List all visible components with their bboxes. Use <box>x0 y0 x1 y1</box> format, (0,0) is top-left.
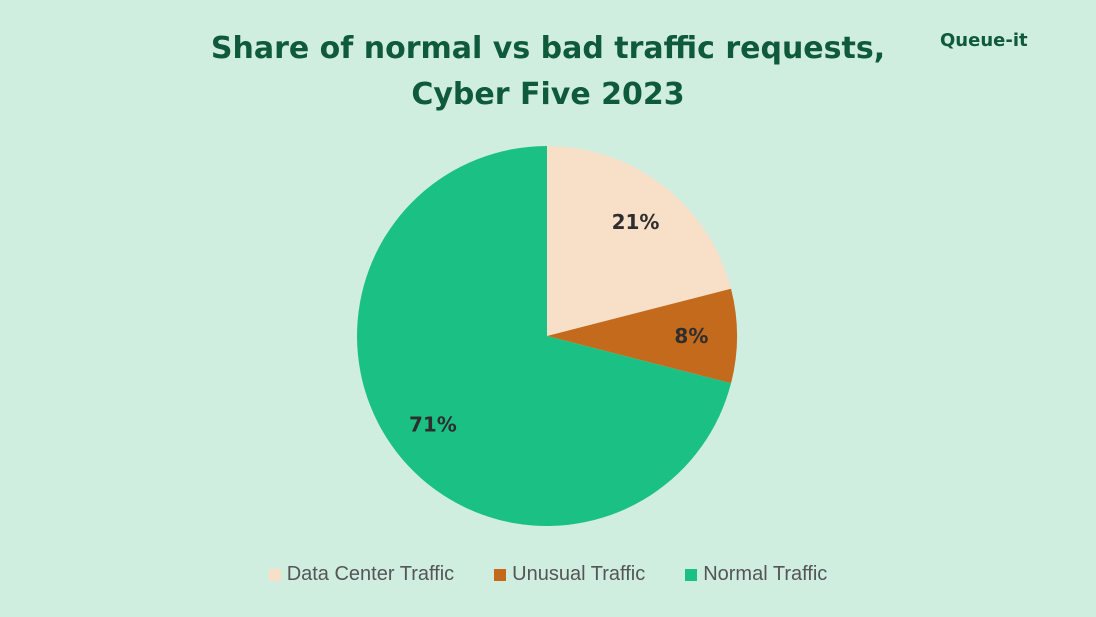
queue-it-logo: Queue-it <box>940 30 1028 51</box>
legend-swatch-unusual <box>494 568 507 581</box>
legend-swatch-data-center <box>268 568 281 581</box>
legend-item-data-center: Data Center Traffic <box>268 563 455 586</box>
slice-label-data-center: 21% <box>612 210 660 234</box>
pie-slice-normal <box>357 146 732 527</box>
legend-item-normal: Normal Traffic <box>685 563 827 586</box>
legend-label-normal: Normal Traffic <box>703 563 828 585</box>
legend-label-unusual: Unusual Traffic <box>512 563 646 585</box>
chart-title-line-1: Share of normal vs bad traffic requests, <box>210 31 886 66</box>
slice-label-unusual: 8% <box>674 324 708 348</box>
legend-label-data-center: Data Center Traffic <box>286 563 455 585</box>
pie-slice-data-center <box>547 146 732 336</box>
legend-swatch-normal <box>685 568 698 581</box>
legend-item-unusual: Unusual Traffic <box>494 563 645 586</box>
chart-title-line-2: Cyber Five 2023 <box>411 77 685 112</box>
chart-title: Share of normal vs bad traffic requests,… <box>0 26 1096 118</box>
chart-legend: Data Center Traffic Unusual Traffic Norm… <box>0 563 1096 586</box>
slice-label-normal: 71% <box>409 413 457 437</box>
pie-slice-unusual <box>547 288 738 384</box>
